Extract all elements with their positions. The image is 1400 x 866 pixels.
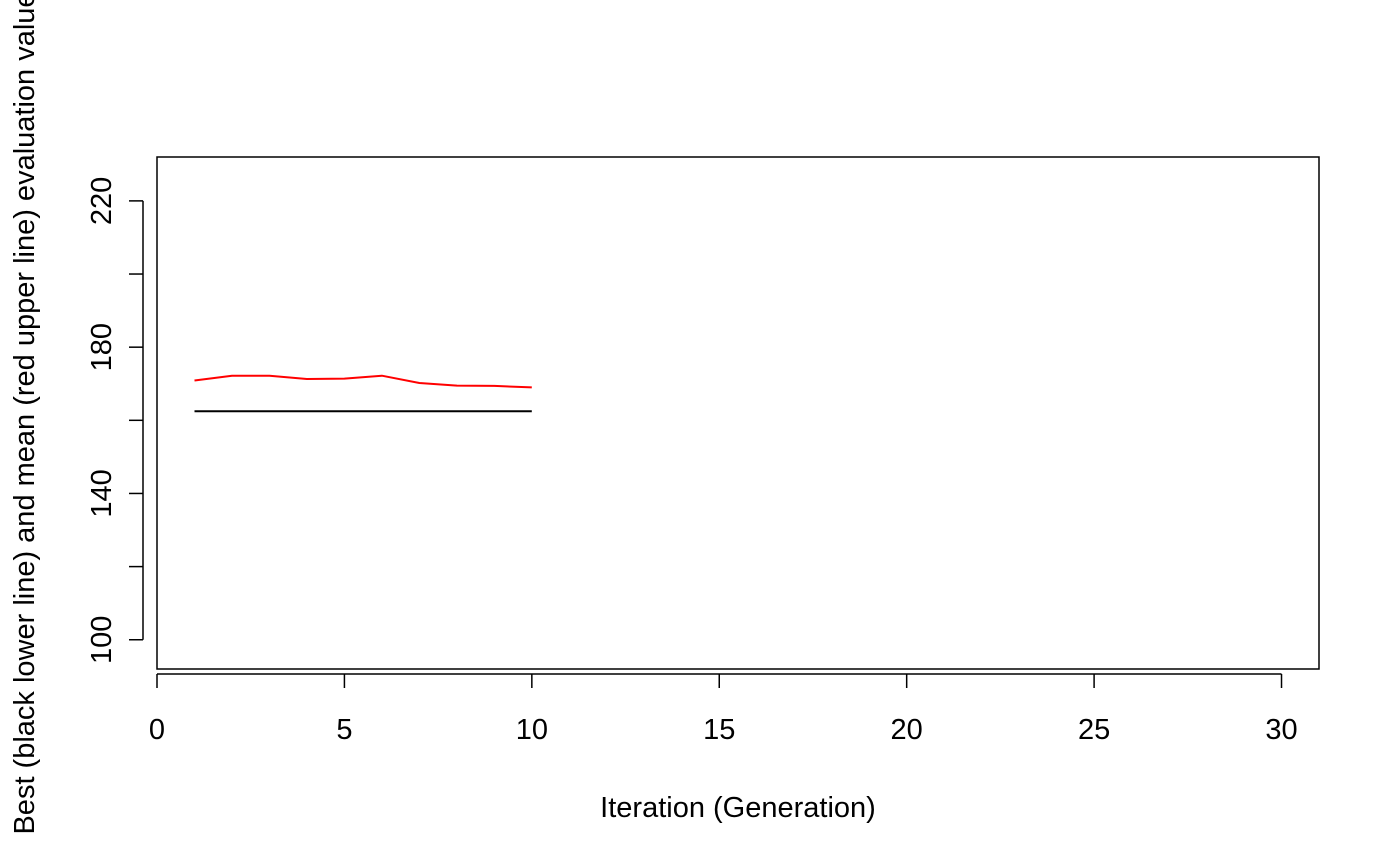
- x-tick-label: 5: [336, 714, 352, 746]
- y-tick-label: 100: [86, 616, 118, 664]
- x-tick-label: 0: [149, 714, 165, 746]
- x-tick-label: 10: [516, 714, 548, 746]
- y-tick-label: 140: [86, 469, 118, 517]
- y-axis-label: Best (black lower line) and mean (red up…: [9, 0, 41, 835]
- mean-series-line: [194, 374, 532, 389]
- x-axis-label: Iteration (Generation): [600, 792, 876, 824]
- x-tick-label: 15: [703, 714, 735, 746]
- y-axis: 100 140 180 220: [86, 177, 144, 664]
- y-tick-label: 220: [86, 177, 118, 225]
- series-layer: [194, 374, 532, 413]
- plot-frame: [156, 156, 1320, 670]
- x-tick-label: 30: [1265, 714, 1297, 746]
- x-axis: 0 5 10 15 20 25 30: [149, 673, 1298, 746]
- y-tick-label: 180: [86, 323, 118, 371]
- x-tick-label: 25: [1078, 714, 1110, 746]
- x-tick-label: 20: [891, 714, 923, 746]
